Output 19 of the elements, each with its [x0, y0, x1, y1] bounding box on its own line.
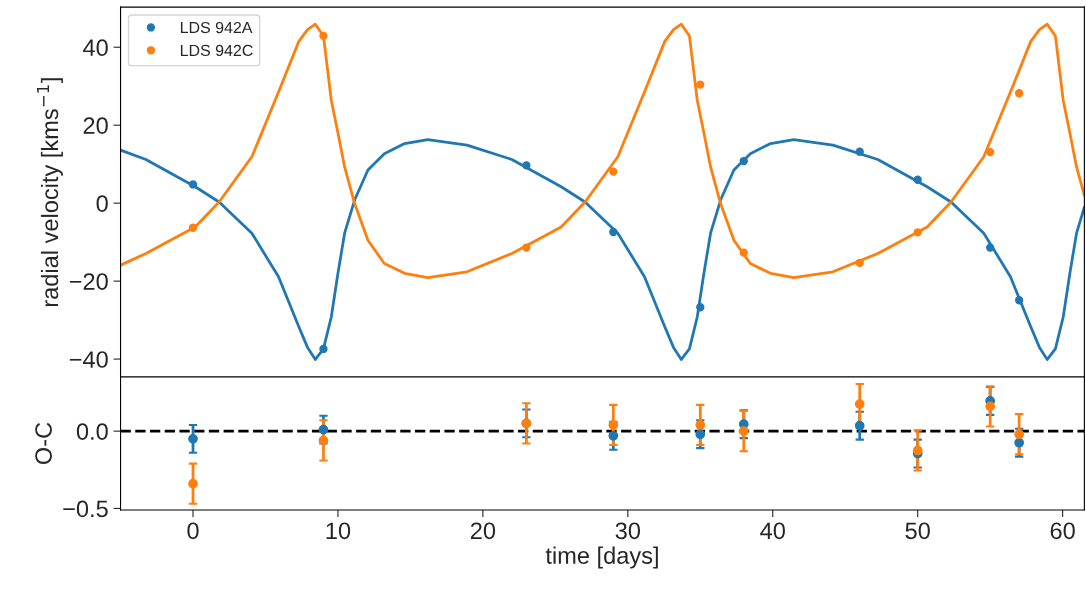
y-axis-title: O-C [35, 422, 52, 465]
legend-label: LDS 942C [180, 44, 253, 57]
x-tick-label: 40 [760, 522, 785, 540]
y-tick-label: 0 [96, 195, 108, 212]
x-tick-label: 50 [905, 522, 930, 540]
y-tick-label: 40 [83, 39, 108, 57]
x-tick-label: 20 [470, 522, 496, 540]
y-axis-title: radial velocity [kms$^{−1}$] [36, 78, 63, 307]
legend-label: LDS 942A [180, 21, 253, 34]
y-tick-label: 20 [83, 117, 108, 134]
x-tick-label: 60 [1050, 522, 1075, 540]
y-tick-label: −20 [69, 273, 108, 290]
y-tick-label: −40 [69, 351, 108, 368]
x-axis-title: time [days] [545, 546, 658, 569]
x-tick-label: 10 [326, 522, 351, 540]
x-tick-label: 0 [187, 522, 199, 540]
x-tick-label: 30 [615, 522, 641, 540]
y-tick-label: −0.5 [63, 500, 108, 518]
y-tick-label: 0.0 [76, 423, 108, 440]
